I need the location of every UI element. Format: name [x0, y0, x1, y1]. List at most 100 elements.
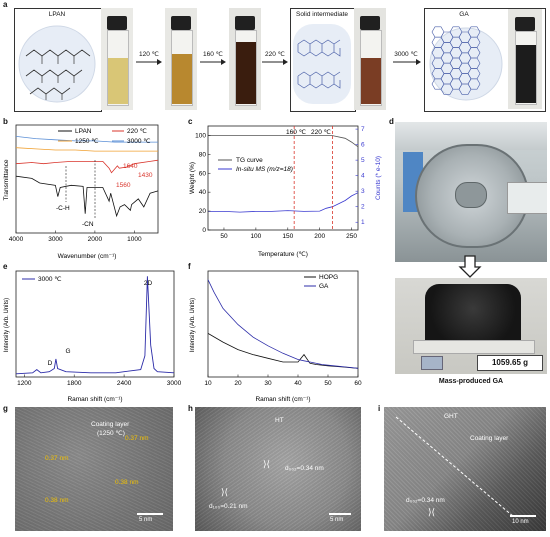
h-scale-label: 5 nm — [330, 517, 344, 523]
h-scale-bar — [329, 513, 351, 515]
mass-label: 1059.65 g — [477, 355, 543, 371]
vial-liquid — [236, 42, 256, 104]
graphene-lattice-diagram — [429, 26, 503, 101]
solid-intermediate-vial-photo — [354, 8, 386, 110]
panel-label-i: i — [378, 404, 381, 413]
plot-frame — [207, 270, 359, 378]
ga-vial-photo — [508, 9, 542, 109]
series-line-3000- — [15, 276, 175, 375]
vial-solid — [361, 58, 381, 104]
vial-cap — [515, 17, 535, 31]
dark-vial-photo — [229, 8, 261, 110]
x-tick-label: 50 — [324, 380, 332, 387]
lattice-texture — [15, 407, 173, 531]
y-tick-label-left: 0 — [202, 227, 206, 234]
b-xlabel: Wavenumber (cm⁻¹) — [58, 253, 117, 260]
vial-cap — [171, 16, 191, 30]
e-ylabel: Intensity (Arb. Units) — [4, 298, 10, 352]
x-tick-label: 30 — [264, 380, 272, 387]
arrow-3000-icon — [393, 59, 421, 65]
i-scale-bar — [510, 515, 536, 517]
series-line-hopg — [207, 333, 359, 369]
b-annot-cn: -CN — [82, 221, 94, 228]
ladder-polymer-diagram — [293, 24, 351, 104]
i-title: GHT — [444, 413, 458, 420]
g-scale-label: 5 nm — [139, 517, 153, 523]
g-title: Coating layer — [91, 421, 130, 428]
arrow-label-220: 220 ℃ — [265, 51, 285, 58]
f-legend-ga: GA — [319, 283, 329, 290]
scale-platform — [413, 340, 535, 354]
y-tick-label-left: 80 — [199, 151, 207, 158]
furnace-hub — [455, 182, 487, 208]
vial-liquid — [172, 54, 192, 104]
lpan-title: LPAN — [48, 11, 66, 18]
b-legend-3000: 3000 ℃ — [127, 138, 151, 145]
b-legend-lpan: LPAN — [75, 128, 92, 135]
y-tick-label-right: 6 — [361, 142, 365, 149]
x-tick-label: 2000 — [88, 236, 103, 243]
c-ylabel-right: Counts (* e-10) — [375, 156, 382, 200]
mass-produced-photo: 1059.65 g — [395, 278, 547, 374]
panel-label-f: f — [188, 262, 191, 271]
furnace-photo — [395, 122, 547, 262]
b-legend-1250: 1250 ℃ — [75, 138, 99, 145]
lpan-molecule-diagram — [18, 25, 96, 103]
panel-c-tg-ms-chart: 50 100 150 200 250 0 20 40 60 80 100 1 2 3 4 5 6 7 Weight… — [189, 125, 382, 258]
x-tick-label: 1800 — [67, 380, 82, 387]
down-arrow-icon — [458, 255, 482, 278]
y-tick-label-left: 100 — [195, 132, 206, 139]
x-tick-label: 4000 — [9, 236, 24, 243]
arrow-label-160: 160 ℃ — [203, 51, 223, 58]
plot-frame — [15, 124, 159, 234]
g-scale-bar — [137, 513, 163, 515]
e-peak-2d: 2D — [144, 280, 153, 287]
g-measure-4: 0.38 nm — [45, 497, 69, 504]
orange-vial-photo — [165, 8, 197, 110]
y-tick-label-right: 4 — [361, 173, 365, 180]
b-legend-220: 220 ℃ — [127, 128, 148, 135]
i-coating-label: Coating layer — [470, 435, 509, 442]
x-tick-label: 3000 — [167, 380, 182, 387]
y-tick-label-right: 7 — [361, 126, 365, 133]
arrow-120-icon — [136, 59, 162, 65]
c-marker-220: 220 ℃ — [311, 129, 332, 136]
b-annot-ch: -C-H — [56, 205, 70, 212]
e-legend: 3000 ℃ — [38, 276, 62, 283]
panel-label-b: b — [3, 117, 8, 126]
x-tick-label: 100 — [250, 233, 261, 240]
y-tick-label-left: 40 — [199, 189, 207, 196]
solid-intermediate-title: Solid intermediate — [295, 11, 349, 18]
g-measure-3: 0.38 nm — [115, 479, 139, 486]
e-xlabel: Raman shift (cm⁻¹) — [67, 396, 122, 403]
series-line-3000- — [15, 136, 158, 143]
c-legend-ms: In-situ MS (m/z=18) — [236, 166, 293, 173]
c-legend-tg: TG curve — [236, 157, 263, 164]
arrow-160-icon — [200, 59, 226, 65]
ga-title: GA — [459, 11, 469, 18]
tem-image-i: GHT Coating layer d₀₀₂=0.34 nm ⟩⟨ 10 nm — [384, 407, 546, 531]
series-line-tg-curve — [208, 135, 359, 148]
d-caption: Mass-produced GA — [438, 378, 504, 385]
x-tick-label: 1000 — [127, 236, 142, 243]
x-tick-label: 40 — [294, 380, 302, 387]
y-tick-label-left: 60 — [199, 170, 207, 177]
f-ylabel: Intensity (Arb. Units) — [190, 298, 196, 352]
x-tick-label: 200 — [314, 233, 325, 240]
i-coating-boundary — [395, 416, 515, 518]
panel-label-a: a — [3, 0, 8, 9]
y-tick-label-right: 5 — [361, 157, 365, 164]
y-tick-label-left: 20 — [199, 208, 207, 215]
e-peak-g: G — [65, 348, 70, 355]
c-marker-160: 160 ℃ — [286, 129, 307, 136]
tem-image-g: Coating layer (1250 ℃) 0.37 nm 0.37 nm 0… — [15, 407, 173, 531]
plot-frame — [207, 125, 359, 231]
x-tick-label: 10 — [204, 380, 212, 387]
vial-cap — [235, 16, 255, 30]
i-d002: d₀₀₂=0.34 nm — [406, 497, 445, 504]
x-tick-label: 250 — [346, 233, 357, 240]
scale-display — [421, 356, 443, 370]
series-line-lpan — [15, 175, 159, 218]
panel-label-g: g — [3, 404, 8, 413]
e-peak-d: D — [48, 360, 53, 367]
